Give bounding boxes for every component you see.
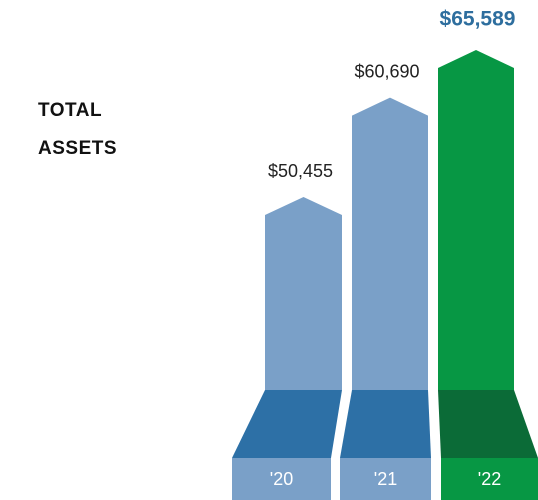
bar-base <box>232 390 342 458</box>
x-tick-label: '20 <box>270 469 293 489</box>
category-box <box>232 458 331 500</box>
category-box <box>340 458 431 500</box>
value-label: $65,589 <box>440 8 516 31</box>
bar-base <box>340 390 431 458</box>
chart-title: TOTAL ASSETS <box>38 100 118 159</box>
bar <box>438 50 514 390</box>
category-box <box>441 458 538 500</box>
value-label: $50,455 <box>268 161 333 181</box>
bar <box>265 197 342 390</box>
bar <box>352 97 428 390</box>
x-tick-label: '22 <box>478 469 501 489</box>
x-tick-label: '21 <box>374 469 397 489</box>
value-label: $60,690 <box>354 61 419 81</box>
bar-base <box>438 390 538 458</box>
